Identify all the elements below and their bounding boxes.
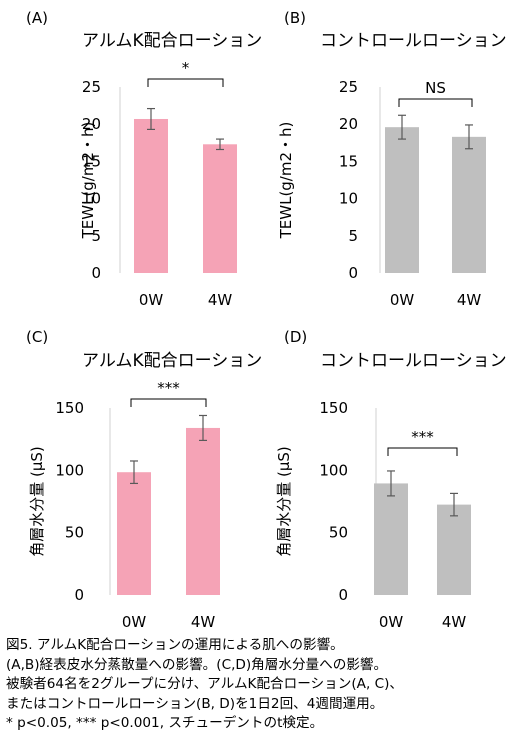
significance-bracket-a [147,78,224,87]
bar-c-0w [117,472,151,595]
category-label-a-4w: 4W [208,291,233,309]
significance-bracket-c [130,398,207,407]
error-bar-b-0w [398,114,406,140]
category-label-d-0w: 0W [379,613,404,631]
bar-d-4w [437,504,471,595]
caption-line-4: またはコントロールローション(B, D)を1日2回、4週間運用。 [6,695,384,712]
y-tick-label-b-3: 15 [339,152,358,170]
category-label-b-0w: 0W [390,291,415,309]
error-bar-a-0w [147,107,155,131]
bar-a-4w [203,144,237,273]
significance-bracket-b [398,98,473,107]
category-label-a-0w: 0W [139,291,164,309]
y-tick-label-c-0: 0 [74,586,84,604]
error-bar-b-4w [465,124,473,150]
category-label-c-0w: 0W [122,613,147,631]
bar-b-4w [452,136,486,273]
significance-label-d: *** [411,428,434,446]
y-tick-label-d-1: 50 [329,524,348,542]
y-tick-label-d-2: 100 [319,461,348,479]
caption-line-3: 被験者64名を2グループに分け、アルムK配合ローション(A, C)、 [6,676,403,692]
y-tick-label-a-4: 20 [82,115,101,133]
significance-label-a: * [182,59,190,77]
y-tick-label-d-3: 150 [319,399,348,417]
bar-d-0w [374,483,408,595]
y-tick-label-c-1: 50 [65,524,84,542]
chart-title-c: アルムK配合ローション [82,351,263,371]
chart-title-b: コントロールローション [320,31,507,51]
category-label-b-4w: 4W [457,291,482,309]
y-axis-label-b: TEWL(g/m2・h) [277,122,295,240]
error-bar-c-4w [199,414,207,442]
bar-chart-a: 0 5 10 15 20 25 TEWL(g/m2・h) 0W 4W * [79,59,237,309]
chart-panel-a: (A) アルムK配合ローション 0 5 10 15 20 25 TEWL(g/m2・h) 0W… [0,0,263,320]
y-tick-label-b-0: 0 [348,264,358,282]
panel-label-b: (B) [284,9,306,27]
y-tick-label-a-1: 5 [91,227,101,245]
category-label-c-4w: 4W [191,613,216,631]
y-tick-label-a-2: 10 [82,190,101,208]
bar-c-4w [186,427,220,595]
bar-chart-d: 0 50 100 150 角層水分量 (μS) 0W 4W *** [275,399,471,631]
bar-b-0w [385,127,419,274]
y-tick-label-b-5: 25 [339,78,358,96]
y-axis-label-a: TEWL(g/m2・h) [79,122,97,240]
chart-title-a: アルムK配合ローション [82,31,263,51]
caption-line-5: * p<0.05, *** p<0.001, スチューデントのt検定。 [6,715,324,731]
y-tick-label-c-3: 150 [55,399,84,417]
figure-caption: 図5. アルムK配合ローションの運用による肌への影響。 (A,B)経表皮水分蒸散… [6,636,530,734]
bar-chart-b: 0 5 10 15 20 25 TEWL(g/m2・h) 0W 4W NS [277,78,486,309]
significance-label-c: *** [157,379,180,397]
y-tick-label-b-2: 10 [339,190,358,208]
caption-line-2: (A,B)経表皮水分蒸散量への影響。(C,D)角層水分量への影響。 [6,656,388,673]
error-bar-d-0w [387,470,395,497]
y-tick-label-b-1: 5 [348,227,358,245]
chart-panel-d: (D) コントロールローション 0 50 100 150 角層水分量 (μS) 0W 4W *… [264,318,524,638]
y-tick-label-c-2: 100 [55,461,84,479]
y-axis-label-c: 角層水分量 (μS) [28,446,46,557]
chart-panel-b: (B) コントロールローション 0 5 10 15 20 25 TEWL(g/m2・h) 0W… [264,0,524,320]
panel-label-c: (C) [26,328,49,346]
panel-label-d: (D) [284,328,308,346]
chart-panel-c: (C) アルムK配合ローション 0 50 100 150 角層水分量 (μS) 0W 4W *… [0,318,263,638]
y-tick-label-d-0: 0 [338,586,348,604]
y-tick-label-a-0: 0 [91,264,101,282]
chart-title-d: コントロールローション [320,351,507,371]
panel-label-a: (A) [26,9,48,27]
error-bar-c-0w [130,460,138,485]
y-tick-label-a-3: 15 [82,152,101,170]
caption-line-1: 図5. アルムK配合ローションの運用による肌への影響。 [6,637,344,653]
significance-label-b: NS [425,79,446,97]
y-axis-label-d: 角層水分量 (μS) [275,446,293,557]
y-tick-label-b-4: 20 [339,115,358,133]
bar-chart-c: 0 50 100 150 角層水分量 (μS) 0W 4W *** [28,379,220,631]
bar-a-0w [134,118,168,273]
significance-bracket-d [387,447,458,456]
error-bar-d-4w [450,492,458,517]
category-label-d-4w: 4W [442,613,467,631]
error-bar-a-4w [216,138,224,151]
y-tick-label-a-5: 25 [82,78,101,96]
